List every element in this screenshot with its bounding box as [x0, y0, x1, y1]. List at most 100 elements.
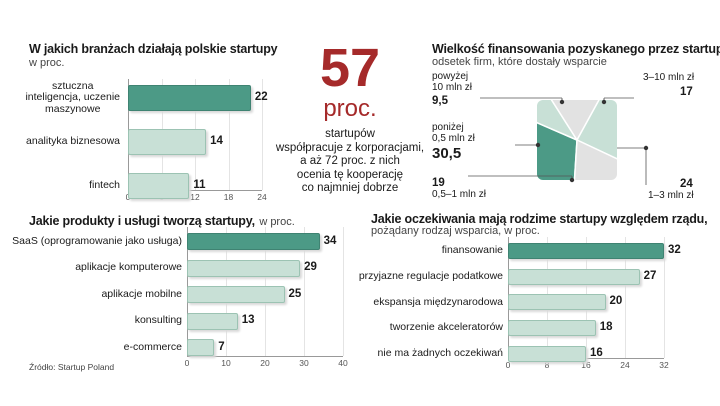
category-label-line: aplikacje komputerowe — [75, 261, 182, 274]
value-label: 18 — [599, 321, 613, 334]
category-label-line: ekspansja międzynarodowa — [373, 295, 503, 308]
bar — [128, 129, 207, 155]
bar — [187, 259, 301, 277]
leader-dot — [643, 145, 649, 151]
products-subtitle: w proc. — [259, 216, 295, 228]
tick-label: 10 — [221, 358, 231, 368]
pie-value-above-10: 9,5 — [432, 95, 448, 107]
category-label: aplikacje mobilne — [101, 287, 182, 301]
funding-subtitle: odsetek firm, które dostały wsparcie — [432, 56, 607, 68]
pie-value-05-1: 19 — [432, 177, 445, 189]
category-label: fintech — [89, 180, 120, 192]
tick-label: 30 — [299, 358, 309, 368]
x-axis — [508, 358, 664, 359]
stat-line: współpracuje z korporacjami, — [275, 141, 425, 154]
category-label: tworzenie akceleratorów — [390, 322, 503, 334]
category-label: aplikacje komputerowe — [75, 262, 182, 274]
category-label-line: inteligencja, uczenie — [25, 91, 120, 104]
gridline — [228, 79, 230, 190]
stat-line: startupów — [325, 128, 375, 140]
pie-label-above-10: powyżej 10 mln zł — [432, 71, 472, 93]
pie-label-line: poniżej — [432, 122, 464, 133]
source-note: Źródło: Startup Poland — [29, 362, 115, 372]
tick-label: 32 — [659, 360, 669, 370]
value-label: 7 — [218, 340, 225, 353]
bar — [508, 243, 664, 259]
leader-dot — [535, 142, 541, 148]
gridline — [304, 227, 305, 356]
tick-label: 24 — [257, 192, 267, 202]
tick-label: 16 — [581, 360, 591, 370]
pie-slice — [537, 100, 579, 142]
pie-value-1-3: 24 — [680, 178, 693, 190]
stat-description: startupów współpracuje z korporacjami, a… — [270, 128, 430, 196]
category-label: SaaS (oprogramowanie jako usługa) — [12, 234, 182, 248]
tick-label: 18 — [223, 192, 234, 202]
tick-label: 20 — [260, 358, 270, 368]
expectations-subtitle: pożądany rodzaj wsparcia, w proc. — [371, 225, 540, 237]
pie-label-line: 0,5 mln zł — [432, 133, 475, 144]
pie-label-3-10: 3–10 mln zł — [643, 72, 695, 83]
bar — [187, 312, 238, 330]
bar — [508, 345, 586, 362]
stat-number: 57 — [319, 38, 381, 98]
category-label-line: sztuczna — [52, 79, 94, 92]
category-label: konsulting — [135, 315, 182, 327]
stat-line: co najmniej dobrze — [301, 182, 399, 194]
pie-label-line: powyżej — [432, 71, 469, 82]
stat-line: ocenia tę kooperację — [296, 168, 404, 181]
products-heading: Jakie produkty i usługi tworzą startupy,… — [29, 212, 295, 230]
category-label: e-commerce — [123, 340, 182, 354]
pie-slice — [537, 100, 617, 142]
value-label: 27 — [643, 269, 657, 282]
bar — [128, 173, 190, 199]
category-label: ekspansja międzynarodowa — [373, 295, 503, 309]
value-label: 22 — [254, 91, 268, 103]
category-label-line: maszynowe — [44, 102, 101, 115]
leader-dot — [601, 99, 607, 105]
value-label: 14 — [210, 135, 223, 147]
pie-label-05-1: 0,5–1 mln zł — [432, 189, 486, 200]
category-label: analityka biznesowa — [26, 136, 120, 148]
category-label: przyjazne regulacje podatkowe — [358, 269, 503, 283]
value-label: 20 — [609, 295, 623, 308]
category-label-line: analityka biznesowa — [26, 135, 120, 148]
pie-label-line: 10 mln zł — [432, 82, 473, 93]
pie-label-1-3: 1–3 mln zł — [648, 190, 694, 201]
gridline — [343, 227, 344, 356]
tick-label: 0 — [505, 360, 511, 370]
category-label-line: nie ma żadnych oczekiwań — [377, 347, 503, 360]
tick-label: 0 — [184, 358, 190, 368]
pie-slice — [537, 107, 578, 180]
leader-dot — [569, 177, 575, 183]
bar — [508, 320, 596, 337]
expectations-title: Jakie oczekiwania mają rodzime startupy … — [371, 212, 708, 226]
category-label-line: aplikacje mobilne — [101, 287, 182, 300]
stat-unit: proc. — [323, 95, 377, 122]
funding-title: Wielkość finansowania pozyskanego przez … — [432, 42, 720, 56]
bar — [187, 286, 285, 303]
category-label-line: fintech — [89, 179, 120, 192]
x-axis — [187, 356, 343, 357]
gridline — [625, 237, 626, 358]
bar — [187, 339, 215, 356]
tick-label: 12 — [190, 192, 200, 202]
funding-pie — [468, 97, 649, 185]
value-label: 13 — [241, 314, 255, 326]
industries-title: W jakich branżach działają polskie start… — [29, 42, 278, 56]
value-label: 16 — [590, 346, 603, 359]
tick-label: 8 — [544, 360, 550, 370]
category-label: sztuczna inteligencja, uczenie maszynowe — [25, 79, 120, 116]
pie-slice — [571, 138, 617, 180]
value-label: 29 — [304, 261, 317, 273]
pie-slice — [575, 100, 617, 176]
value-label: 11 — [193, 179, 206, 191]
value-label: 32 — [668, 244, 681, 256]
pie-value-below-05: 30,5 — [432, 145, 462, 162]
category-label-line: SaaS (oprogramowanie jako usługa) — [12, 234, 182, 247]
category-label-line: przyjazne regulacje podatkowe — [358, 269, 503, 282]
products-title: Jakie produkty i usługi tworzą startupy, — [29, 214, 255, 228]
category-label-line: e-commerce — [123, 340, 182, 353]
bar — [508, 294, 606, 311]
value-label: 25 — [288, 287, 302, 300]
